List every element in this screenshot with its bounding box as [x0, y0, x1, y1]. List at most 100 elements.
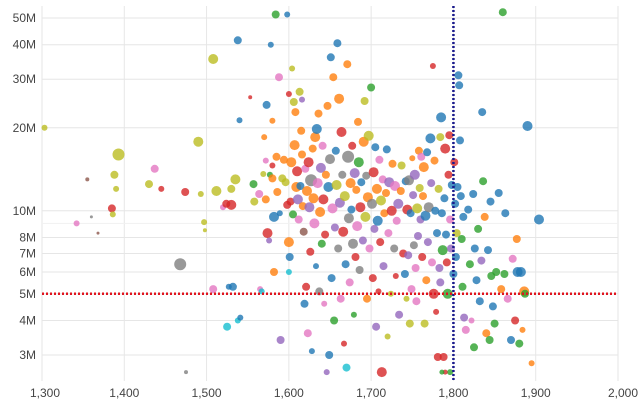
data-point [345, 178, 356, 189]
data-point [494, 189, 503, 197]
data-point [181, 188, 190, 196]
y-axis: 3M 4M 5M 6M 7M 8M 10M 20M 30M 40M 50M [13, 11, 36, 362]
data-point [308, 348, 315, 355]
x-tick-label: 1,500 [192, 386, 222, 400]
data-point [341, 340, 347, 347]
data-point [312, 178, 323, 189]
data-point [486, 197, 495, 206]
data-point [302, 282, 311, 291]
data-point [285, 269, 292, 275]
y-tick-label: 6M [19, 265, 36, 279]
data-point [442, 230, 450, 239]
data-point [109, 211, 116, 218]
data-point [498, 8, 507, 17]
data-point [475, 297, 484, 306]
data-point [455, 81, 464, 90]
data-point [511, 316, 520, 325]
data-point [336, 294, 345, 303]
x-tick-label: 1,400 [109, 386, 139, 400]
data-point [201, 219, 208, 226]
data-point [368, 274, 377, 283]
data-point [223, 322, 232, 331]
data-point [355, 266, 364, 274]
data-point [292, 166, 303, 177]
data-point [276, 210, 283, 217]
data-point [236, 117, 243, 124]
data-point [433, 229, 441, 238]
data-point [430, 156, 439, 165]
data-point [283, 237, 294, 248]
data-point [311, 124, 322, 134]
data-point [454, 71, 463, 80]
data-point [472, 276, 481, 285]
data-point [284, 11, 291, 18]
data-point [230, 174, 241, 185]
data-point [376, 367, 387, 378]
data-point [468, 317, 475, 324]
data-point [355, 202, 366, 213]
data-point [442, 258, 451, 267]
data-point [228, 282, 237, 291]
data-point [439, 369, 445, 375]
data-point [371, 183, 382, 194]
data-point [323, 369, 330, 376]
data-point [497, 285, 506, 294]
data-point [459, 212, 468, 221]
data-point [384, 229, 393, 238]
data-point [315, 207, 326, 217]
data-point [289, 98, 298, 106]
data-point [470, 244, 479, 253]
data-point [329, 73, 338, 82]
data-point [414, 146, 423, 155]
data-point [237, 314, 244, 321]
data-point [309, 218, 320, 229]
y-tick-label: 8M [19, 231, 36, 245]
data-point [444, 170, 453, 179]
data-point [299, 227, 308, 236]
data-point [295, 87, 304, 96]
data-point [409, 191, 418, 200]
data-point [262, 228, 273, 239]
data-point [343, 60, 352, 69]
data-point [308, 144, 317, 153]
data-point [41, 124, 48, 131]
data-point [314, 109, 323, 118]
y-tick-label: 50M [13, 11, 36, 25]
data-point [331, 180, 342, 190]
data-point [107, 204, 116, 213]
data-point [262, 100, 271, 109]
data-point [208, 54, 219, 64]
data-point [395, 310, 404, 319]
data-point [302, 186, 312, 196]
y-tick-label: 4M [19, 314, 36, 328]
data-point [500, 270, 509, 278]
data-point [268, 174, 277, 183]
data-point [420, 210, 431, 221]
data-point [522, 121, 533, 131]
data-point [285, 253, 294, 261]
data-point [325, 351, 334, 359]
data-point [423, 202, 434, 213]
data-point [501, 209, 510, 218]
data-point [174, 258, 187, 271]
y-tick-label: 7M [19, 247, 36, 261]
data-point [392, 216, 401, 225]
data-point [313, 263, 319, 270]
data-point [275, 73, 283, 82]
data-point [482, 329, 491, 338]
data-point [365, 244, 374, 253]
data-point [367, 83, 376, 92]
data-point [427, 179, 436, 188]
data-point [299, 96, 305, 103]
data-point [348, 238, 358, 249]
data-point [360, 211, 371, 222]
data-point [261, 195, 270, 204]
data-point [380, 209, 389, 218]
data-point [404, 251, 413, 260]
x-tick-label: 1,300 [30, 386, 60, 400]
data-point [425, 133, 436, 144]
data-point [353, 157, 364, 168]
data-point [323, 182, 334, 192]
x-axis: 1,300 1,400 1,500 1,600 1,700 1,800 1,900 2,000 [30, 386, 638, 400]
